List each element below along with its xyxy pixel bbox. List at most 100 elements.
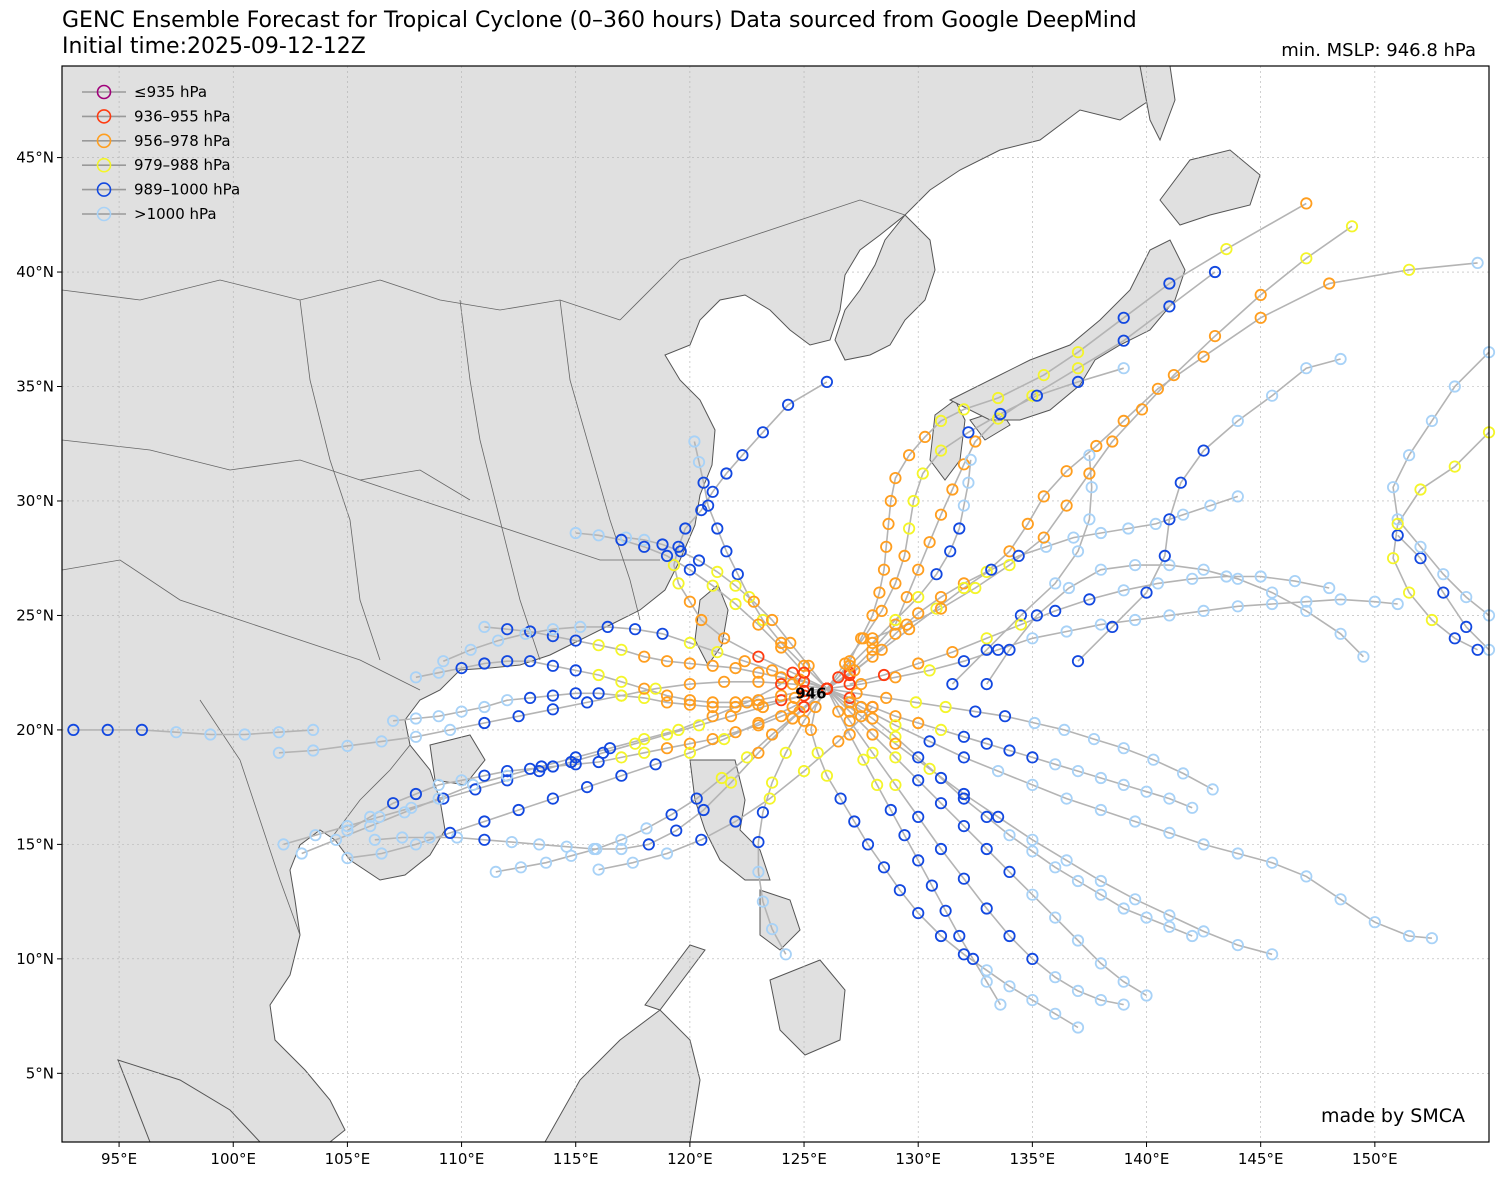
track-point bbox=[756, 895, 770, 908]
track-point bbox=[985, 563, 998, 576]
track-point bbox=[1026, 952, 1039, 966]
honshu-island bbox=[948, 239, 1186, 421]
track-point bbox=[478, 815, 491, 828]
track-point bbox=[934, 723, 948, 737]
track-point bbox=[455, 774, 468, 787]
track-point bbox=[1003, 980, 1016, 993]
track-point bbox=[857, 632, 870, 645]
track-point bbox=[1391, 597, 1404, 611]
track-point bbox=[1003, 744, 1016, 757]
track-point bbox=[1026, 833, 1039, 846]
y-tick-label: 45°N bbox=[16, 149, 54, 167]
track-point bbox=[882, 517, 895, 531]
track-point bbox=[464, 643, 477, 656]
track-point bbox=[1003, 829, 1016, 842]
track-point bbox=[656, 538, 669, 551]
track-point bbox=[1058, 723, 1071, 737]
track-point bbox=[962, 476, 975, 489]
track-point bbox=[1060, 792, 1073, 805]
track-point bbox=[964, 453, 977, 466]
track-point bbox=[1094, 803, 1108, 817]
track-point bbox=[884, 494, 897, 508]
track-point bbox=[957, 751, 971, 764]
track-point bbox=[1129, 893, 1142, 906]
hainan-island bbox=[429, 734, 486, 786]
track-point bbox=[930, 602, 943, 615]
track-point bbox=[569, 751, 582, 764]
track-line bbox=[826, 459, 972, 690]
borders-layer bbox=[62, 199, 906, 936]
track-point bbox=[843, 705, 856, 718]
track-point bbox=[1122, 522, 1135, 535]
track-point bbox=[1117, 998, 1130, 1011]
track-point bbox=[889, 737, 902, 750]
track-point bbox=[980, 810, 993, 824]
legend-marker bbox=[96, 157, 112, 173]
track-line bbox=[826, 367, 1124, 690]
track-point bbox=[916, 467, 929, 480]
track-point bbox=[649, 758, 662, 771]
track-point bbox=[341, 819, 354, 833]
x-tick-label: 125°E bbox=[781, 1150, 827, 1168]
track-point bbox=[797, 764, 811, 778]
track-line bbox=[442, 626, 828, 690]
track-point bbox=[1003, 865, 1016, 879]
track-point bbox=[1003, 929, 1016, 943]
track-point bbox=[307, 744, 320, 757]
track-point bbox=[432, 666, 445, 679]
track-point bbox=[848, 815, 861, 828]
track-point bbox=[991, 810, 1005, 824]
track-point bbox=[626, 856, 639, 869]
track-point bbox=[329, 833, 343, 846]
track-point bbox=[1231, 414, 1244, 427]
track-point bbox=[907, 494, 920, 508]
track-point bbox=[569, 526, 582, 540]
track-point bbox=[1094, 957, 1108, 970]
track-point bbox=[569, 634, 582, 647]
track-point bbox=[980, 902, 993, 915]
track-point bbox=[667, 558, 681, 572]
track-point bbox=[272, 746, 285, 759]
track-point bbox=[740, 696, 754, 709]
track-point bbox=[775, 636, 788, 650]
track-line bbox=[347, 687, 828, 859]
track-point bbox=[1140, 785, 1153, 798]
track-point bbox=[1117, 334, 1130, 347]
track-point bbox=[592, 668, 605, 682]
track-point bbox=[1231, 600, 1244, 613]
track-point bbox=[638, 732, 651, 746]
track-point bbox=[1071, 984, 1085, 998]
track-point bbox=[478, 769, 491, 782]
track-point bbox=[875, 604, 888, 618]
track-point bbox=[601, 620, 614, 634]
track-point bbox=[717, 732, 731, 746]
x-tick-label: 145°E bbox=[1238, 1150, 1284, 1168]
track-point bbox=[546, 623, 560, 636]
track-point bbox=[67, 723, 80, 737]
track-point bbox=[1288, 574, 1302, 588]
track-point bbox=[870, 778, 884, 792]
track-point bbox=[980, 643, 993, 656]
track-point bbox=[1117, 584, 1130, 597]
track-point bbox=[1403, 586, 1416, 599]
track-point bbox=[957, 787, 971, 801]
track-point bbox=[1357, 650, 1370, 663]
track-point bbox=[375, 847, 388, 860]
track-point bbox=[533, 838, 546, 851]
track-point bbox=[409, 787, 422, 801]
track-point bbox=[1117, 414, 1130, 427]
mindanao-island bbox=[769, 959, 846, 1056]
track-point bbox=[898, 549, 911, 563]
track-point bbox=[1140, 911, 1153, 924]
track-point bbox=[580, 696, 594, 709]
track-point bbox=[781, 398, 795, 411]
track-point bbox=[775, 677, 788, 691]
track-point bbox=[729, 696, 742, 709]
track-point bbox=[615, 751, 628, 764]
track-point bbox=[946, 645, 959, 659]
track-point bbox=[170, 726, 183, 739]
track-point bbox=[478, 833, 491, 846]
track-point bbox=[934, 444, 948, 457]
track-point bbox=[779, 948, 792, 961]
track-point bbox=[1117, 902, 1130, 915]
